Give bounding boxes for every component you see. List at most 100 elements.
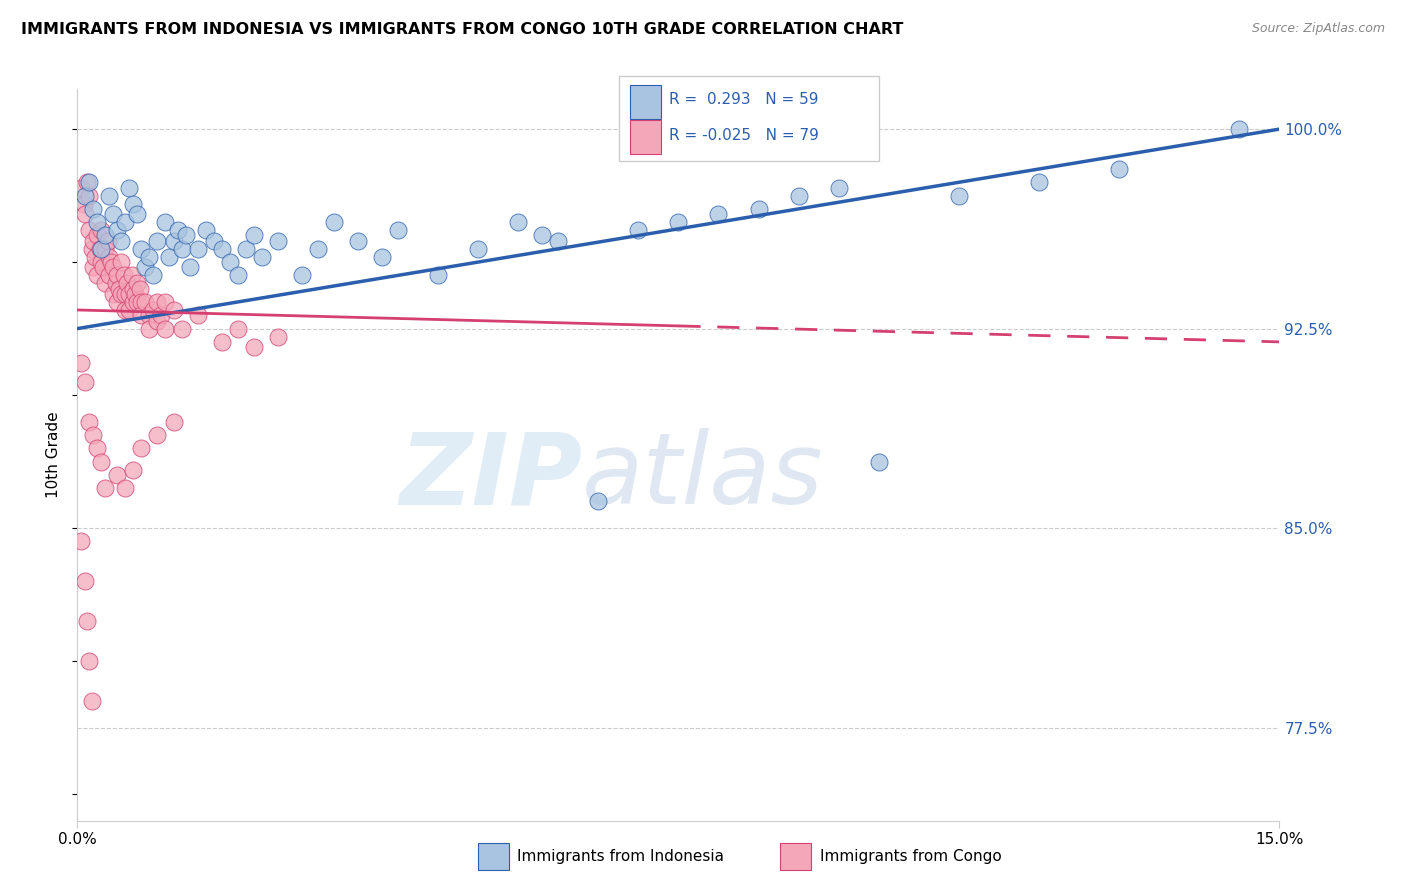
Point (122, 295, 145, 310)
Point (346, 234, 368, 248)
Point (80, 694, 103, 708)
Point (94, 277, 117, 291)
Point (307, 242, 329, 256)
Point (79, 175, 101, 189)
Point (128, 282, 150, 296)
Point (588, 494, 610, 508)
Point (159, 250, 181, 264)
Point (1028, 175, 1050, 189)
Point (131, 308, 153, 322)
Point (75, 207, 97, 221)
Point (162, 302, 184, 317)
Point (108, 282, 131, 296)
Point (70, 180, 93, 194)
Point (75, 188, 97, 202)
Point (146, 428, 169, 442)
Point (90, 255, 112, 269)
Point (86, 215, 108, 229)
Point (79, 188, 101, 202)
Point (82, 428, 104, 442)
Point (114, 481, 136, 495)
Point (707, 207, 730, 221)
Point (211, 334, 233, 349)
Point (75, 375, 97, 389)
Point (868, 454, 890, 468)
Point (1108, 161, 1130, 176)
Point (250, 250, 273, 264)
Point (89, 242, 111, 256)
Text: IMMIGRANTS FROM INDONESIA VS IMMIGRANTS FROM CONGO 10TH GRADE CORRELATION CHART: IMMIGRANTS FROM INDONESIA VS IMMIGRANTS … (21, 22, 904, 37)
Point (186, 242, 209, 256)
Point (242, 340, 264, 354)
Point (98, 250, 121, 264)
Point (179, 260, 201, 275)
Point (91, 260, 114, 275)
Point (98, 268, 121, 283)
Point (146, 295, 169, 310)
Point (138, 321, 160, 335)
Point (103, 207, 125, 221)
Point (166, 223, 188, 237)
Point (170, 242, 193, 256)
Point (748, 202, 770, 216)
Point (82, 202, 104, 216)
Point (142, 302, 165, 317)
Point (235, 242, 257, 256)
Point (131, 295, 153, 310)
Point (76, 614, 98, 628)
Point (1229, 122, 1251, 136)
Text: ZIP: ZIP (399, 428, 582, 525)
Point (118, 287, 141, 301)
Point (114, 287, 136, 301)
Point (103, 287, 125, 301)
Point (114, 215, 136, 229)
Point (787, 188, 810, 202)
Point (170, 321, 193, 335)
Point (122, 196, 145, 211)
Point (226, 321, 249, 335)
Point (194, 223, 217, 237)
Point (82, 234, 104, 248)
Point (94, 242, 117, 256)
Point (118, 302, 141, 317)
Point (127, 277, 149, 291)
Point (107, 223, 129, 237)
Point (155, 215, 177, 229)
Text: atlas: atlas (582, 428, 824, 525)
Text: Source: ZipAtlas.com: Source: ZipAtlas.com (1251, 22, 1385, 36)
Point (107, 268, 129, 283)
Point (122, 282, 145, 296)
Point (79, 223, 101, 237)
Point (371, 250, 394, 264)
Point (80, 242, 103, 256)
Point (146, 313, 169, 327)
Point (122, 462, 145, 476)
Point (118, 180, 141, 194)
Point (218, 255, 240, 269)
Point (427, 268, 450, 283)
Point (84, 250, 107, 264)
Point (162, 415, 184, 429)
Text: Immigrants from Indonesia: Immigrants from Indonesia (517, 849, 724, 863)
Point (134, 260, 156, 275)
Point (547, 234, 569, 248)
Point (627, 223, 650, 237)
Point (146, 234, 169, 248)
Point (828, 180, 851, 194)
Point (226, 268, 249, 283)
Point (202, 234, 225, 248)
Point (508, 215, 530, 229)
Point (86, 442, 108, 456)
Point (79, 654, 101, 668)
Point (267, 234, 290, 248)
Point (115, 277, 138, 291)
Point (107, 467, 129, 482)
Point (242, 228, 264, 243)
Point (79, 415, 101, 429)
Point (73, 196, 96, 211)
Point (142, 268, 165, 283)
Point (131, 242, 153, 256)
Point (90, 223, 112, 237)
Point (322, 215, 344, 229)
Point (155, 321, 177, 335)
